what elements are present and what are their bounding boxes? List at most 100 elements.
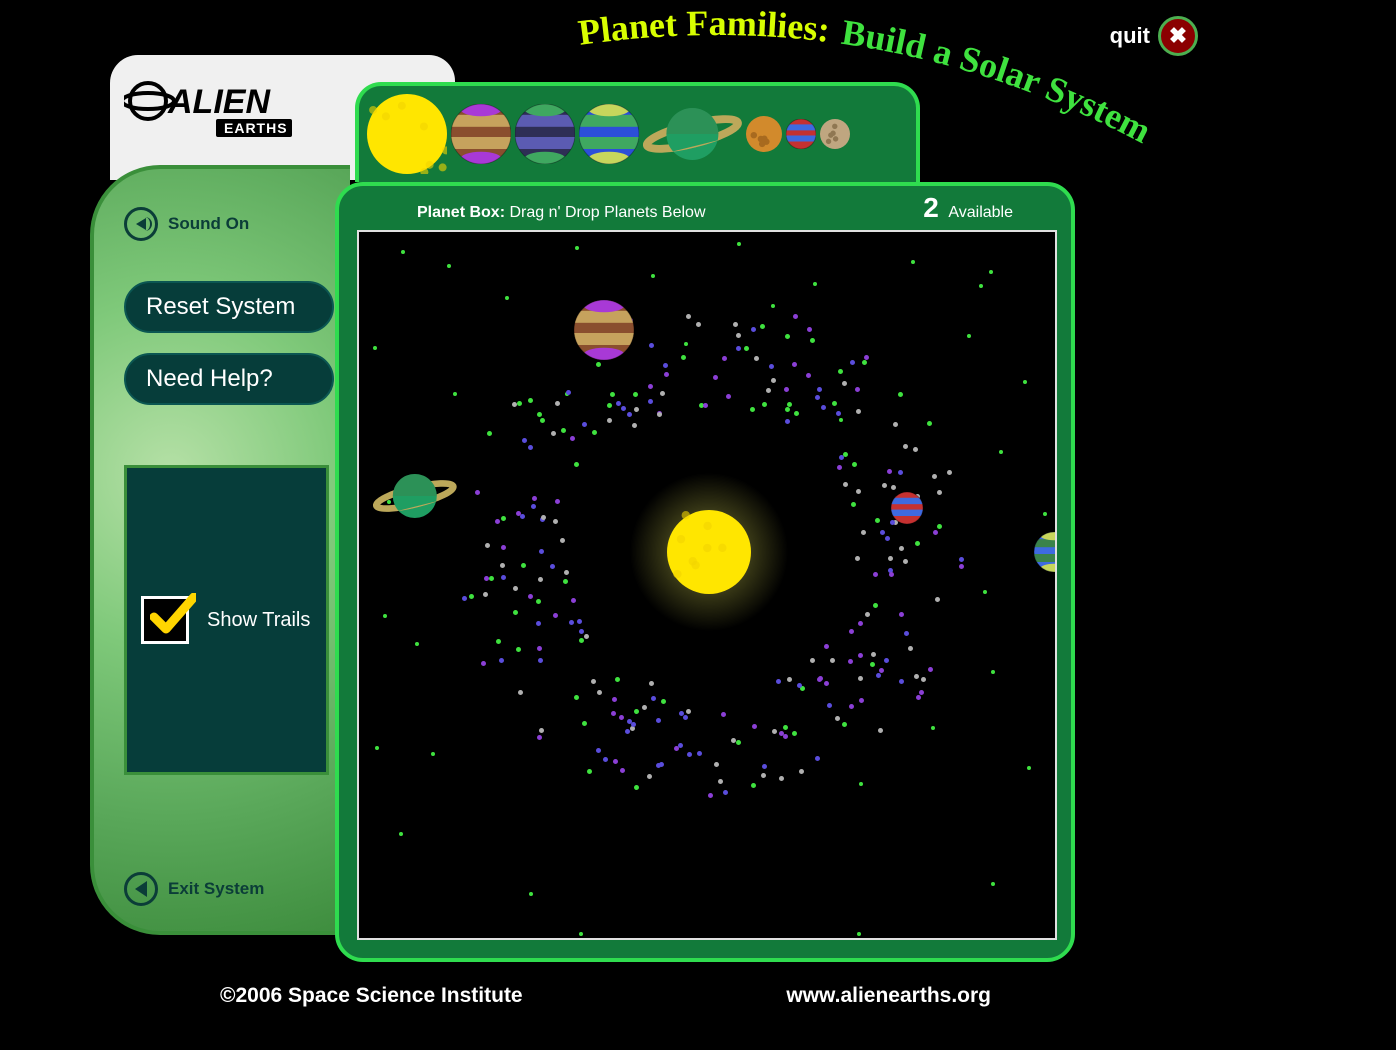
trail-dot bbox=[921, 677, 926, 682]
trail-dot bbox=[750, 407, 755, 412]
star-dot bbox=[991, 882, 995, 886]
sim-frame: Planet Box: Drag n' Drop Planets Below 2… bbox=[335, 182, 1075, 962]
star-dot bbox=[813, 282, 817, 286]
trail-dot bbox=[625, 729, 630, 734]
trail-dot bbox=[495, 519, 500, 524]
planet-red[interactable] bbox=[891, 492, 923, 529]
trail-dot bbox=[475, 490, 480, 495]
available-label: Available bbox=[948, 204, 1013, 221]
planet-blue[interactable] bbox=[1034, 532, 1057, 577]
space-canvas[interactable] bbox=[357, 230, 1057, 940]
trail-dot bbox=[760, 324, 765, 329]
trail-dot bbox=[536, 621, 541, 626]
trail-dot bbox=[566, 390, 571, 395]
trail-dot bbox=[664, 372, 669, 377]
planet-ringed[interactable] bbox=[373, 474, 457, 523]
star-dot bbox=[983, 590, 987, 594]
trail-dot bbox=[837, 465, 842, 470]
quit-button[interactable]: quit ✖ bbox=[1110, 16, 1198, 56]
trail-dot bbox=[607, 403, 612, 408]
trail-dot bbox=[537, 412, 542, 417]
trail-dot bbox=[848, 659, 853, 664]
trail-dot bbox=[858, 653, 863, 658]
trail-dot bbox=[933, 530, 938, 535]
star-dot bbox=[979, 284, 983, 288]
planet-thumb-blue[interactable] bbox=[579, 104, 639, 164]
exit-button[interactable]: Exit System bbox=[124, 872, 264, 906]
trail-dot bbox=[718, 779, 723, 784]
planet-thumb-red[interactable] bbox=[786, 119, 816, 149]
trail-dot bbox=[528, 594, 533, 599]
sound-toggle[interactable]: Sound On bbox=[124, 207, 340, 241]
trail-dot bbox=[579, 629, 584, 634]
trail-dot bbox=[862, 360, 867, 365]
trail-dot bbox=[686, 709, 691, 714]
trail-dot bbox=[873, 572, 878, 577]
trail-dot bbox=[634, 785, 639, 790]
trail-dot bbox=[858, 676, 863, 681]
trail-dot bbox=[513, 610, 518, 615]
star-dot bbox=[529, 892, 533, 896]
planet-box-tray[interactable] bbox=[355, 82, 920, 182]
site-url: www.alienearths.org bbox=[786, 984, 991, 1008]
star-dot bbox=[967, 334, 971, 338]
planet-thumb-sun[interactable] bbox=[367, 94, 447, 174]
trail-dot bbox=[806, 373, 811, 378]
trail-dot bbox=[591, 679, 596, 684]
trail-dot bbox=[885, 536, 890, 541]
trail-dot bbox=[550, 564, 555, 569]
trail-dot bbox=[899, 546, 904, 551]
trail-dot bbox=[560, 538, 565, 543]
trail-dot bbox=[501, 545, 506, 550]
star-dot bbox=[931, 726, 935, 730]
trail-dot bbox=[947, 470, 952, 475]
trail-dot bbox=[744, 346, 749, 351]
trail-dot bbox=[539, 728, 544, 733]
trail-dot bbox=[500, 563, 505, 568]
trail-dot bbox=[541, 515, 546, 520]
trail-dot bbox=[656, 763, 661, 768]
trail-dot bbox=[769, 364, 774, 369]
trail-dot bbox=[878, 728, 883, 733]
trail-dot bbox=[723, 790, 728, 795]
sun[interactable] bbox=[667, 510, 751, 599]
trail-dot bbox=[563, 579, 568, 584]
planet-brown[interactable] bbox=[574, 300, 634, 365]
check-icon bbox=[150, 593, 196, 639]
show-trails-checkbox[interactable] bbox=[141, 596, 189, 644]
trail-dot bbox=[522, 438, 527, 443]
trail-dot bbox=[751, 783, 756, 788]
trail-dot bbox=[766, 388, 771, 393]
planet-thumb-brown[interactable] bbox=[451, 104, 511, 164]
trail-dot bbox=[827, 703, 832, 708]
trail-dot bbox=[531, 504, 536, 509]
planet-thumb-tan[interactable] bbox=[820, 119, 850, 149]
back-icon bbox=[124, 872, 158, 906]
star-dot bbox=[857, 932, 861, 936]
star-dot bbox=[859, 782, 863, 786]
planet-thumb-navy[interactable] bbox=[515, 104, 575, 164]
speaker-icon bbox=[124, 207, 158, 241]
trail-dot bbox=[842, 381, 847, 386]
help-button[interactable]: Need Help? bbox=[124, 353, 334, 405]
trail-dot bbox=[835, 716, 840, 721]
trail-dot bbox=[849, 629, 854, 634]
trail-dot bbox=[761, 773, 766, 778]
star-dot bbox=[375, 746, 379, 750]
planet-thumb-orange[interactable] bbox=[746, 116, 782, 152]
trail-dot bbox=[487, 431, 492, 436]
trail-dot bbox=[528, 398, 533, 403]
trail-dot bbox=[932, 474, 937, 479]
trail-dot bbox=[864, 355, 869, 360]
planet-box-hint: Drag n' Drop Planets Below bbox=[509, 204, 705, 221]
reset-button[interactable]: Reset System bbox=[124, 281, 334, 333]
trail-dot bbox=[779, 776, 784, 781]
trail-dot bbox=[539, 549, 544, 554]
planet-thumb-ring[interactable] bbox=[643, 108, 742, 160]
trail-dot bbox=[736, 346, 741, 351]
trail-dot bbox=[538, 577, 543, 582]
trail-dot bbox=[603, 757, 608, 762]
trail-dot bbox=[787, 677, 792, 682]
title-prefix: Planet Families: bbox=[576, 5, 832, 53]
trail-dot bbox=[792, 731, 797, 736]
